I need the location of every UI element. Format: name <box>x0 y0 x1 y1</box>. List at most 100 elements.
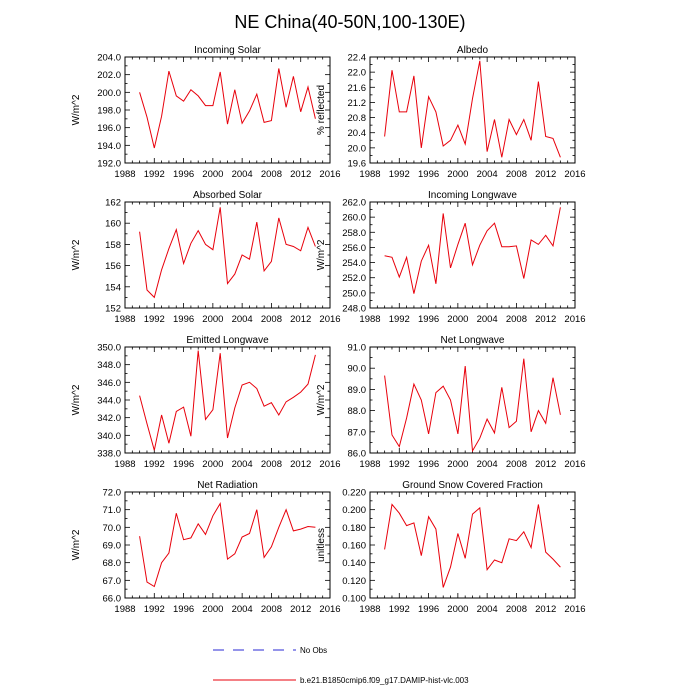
x-tick-label: 2008 <box>506 459 527 470</box>
series-line-0 <box>139 350 316 451</box>
x-tick-label: 1988 <box>359 604 380 615</box>
x-tick-label: 2004 <box>232 604 253 615</box>
panel-ground-snow-covered-fraction: Ground Snow Covered Fraction 1988 1992 1996… <box>316 480 586 615</box>
y-tick-label: 0.180 <box>342 523 366 534</box>
y-tick-label: 350.0 <box>97 343 121 354</box>
plot-frame <box>369 56 576 164</box>
x-tick-label: 1992 <box>144 459 165 470</box>
y-tick-label: 204.0 <box>97 53 121 64</box>
x-tick-label: 2004 <box>232 459 253 470</box>
x-tick-label: 1992 <box>389 459 410 470</box>
x-tick-label: 1988 <box>359 314 380 325</box>
x-tick-label: 2016 <box>319 169 340 180</box>
panel-title: Ground Snow Covered Fraction <box>402 480 543 491</box>
x-tick-label: 1992 <box>389 169 410 180</box>
x-tick-label: 2012 <box>535 459 556 470</box>
x-tick-label: 2000 <box>447 169 468 180</box>
y-tick-label: 86.0 <box>348 449 367 460</box>
y-tick-label: 346.0 <box>97 378 121 389</box>
panel-incoming-longwave: Incoming Longwave 1988 1992 1996 2000 2004 200… <box>316 190 586 325</box>
x-tick-label: 1988 <box>114 169 135 180</box>
plot-frame <box>369 346 576 454</box>
x-tick-label: 1988 <box>114 459 135 470</box>
x-tick-label: 1996 <box>418 169 439 180</box>
y-tick-label: 90.0 <box>348 364 367 375</box>
y-tick-label: 154 <box>105 282 121 293</box>
y-tick-label: 0.120 <box>342 576 366 587</box>
panel-emitted-longwave: Emitted Longwave 1988 1992 1996 2000 2004 2008… <box>71 335 341 470</box>
x-tick-label: 2000 <box>202 604 223 615</box>
figure-title: NE China(40-50N,100-130E) <box>234 12 465 32</box>
series-line-0 <box>139 207 316 299</box>
series-line-0 <box>384 207 561 294</box>
x-tick-label: 2012 <box>290 459 311 470</box>
y-axis-label: unitless <box>316 528 327 562</box>
x-tick-label: 1992 <box>144 604 165 615</box>
y-tick-label: 254.0 <box>342 258 366 269</box>
panel-title: Net Longwave <box>441 335 505 346</box>
y-tick-label: 19.6 <box>348 159 367 170</box>
panel-title: Incoming Longwave <box>428 190 517 201</box>
legend: No Obs b.e21.B1850cmip6.f09_g17.DAMIP-hi… <box>213 646 469 685</box>
y-tick-label: 342.0 <box>97 413 121 424</box>
panel-incoming-solar: Incoming Solar 1988 1992 1996 2000 2004 2008 20… <box>71 45 341 180</box>
plot-frame <box>124 56 331 164</box>
x-tick-label: 2016 <box>319 314 340 325</box>
series-line-0 <box>139 68 316 149</box>
y-tick-label: 69.0 <box>103 541 122 552</box>
panel-albedo: Albedo 1988 1992 1996 2000 2004 2008 2012 2016 19… <box>316 45 586 180</box>
y-tick-label: 20.8 <box>348 113 367 124</box>
x-tick-label: 2012 <box>535 604 556 615</box>
x-tick-label: 1992 <box>144 169 165 180</box>
y-axis-label: W/m^2 <box>316 239 327 270</box>
y-tick-label: 248.0 <box>342 304 366 315</box>
series-line-0 <box>384 503 561 588</box>
x-tick-label: 2008 <box>506 604 527 615</box>
y-tick-label: 22.4 <box>348 53 367 64</box>
y-tick-label: 202.0 <box>97 70 121 81</box>
panel-absorbed-solar: Absorbed Solar 1988 1992 1996 2000 2004 2008 20… <box>71 190 341 325</box>
y-tick-label: 87.0 <box>348 427 367 438</box>
y-axis-label: W/m^2 <box>71 384 82 415</box>
y-tick-label: 89.0 <box>348 385 367 396</box>
y-tick-label: 192.0 <box>97 159 121 170</box>
y-tick-label: 156 <box>105 261 121 272</box>
y-tick-label: 260.0 <box>342 213 366 224</box>
x-tick-label: 1992 <box>389 604 410 615</box>
x-tick-label: 1996 <box>418 314 439 325</box>
y-tick-label: 252.0 <box>342 273 366 284</box>
x-tick-label: 2016 <box>319 459 340 470</box>
y-tick-label: 72.0 <box>103 488 122 499</box>
x-tick-label: 2000 <box>202 459 223 470</box>
y-tick-label: 198.0 <box>97 106 121 117</box>
y-tick-label: 66.0 <box>103 594 122 605</box>
y-tick-label: 88.0 <box>348 406 367 417</box>
x-tick-label: 2004 <box>477 169 498 180</box>
y-tick-label: 91.0 <box>348 343 367 354</box>
y-axis-label: W/m^2 <box>71 94 82 125</box>
x-tick-label: 2004 <box>477 314 498 325</box>
y-tick-label: 200.0 <box>97 88 121 99</box>
x-tick-label: 1996 <box>173 314 194 325</box>
y-tick-label: 344.0 <box>97 396 121 407</box>
x-tick-label: 2012 <box>290 314 311 325</box>
x-tick-label: 1988 <box>359 459 380 470</box>
x-tick-label: 2000 <box>447 314 468 325</box>
x-tick-label: 2008 <box>261 604 282 615</box>
series-line-0 <box>384 358 561 453</box>
x-tick-label: 1996 <box>173 169 194 180</box>
panel-title: Net Radiation <box>197 480 258 491</box>
x-tick-label: 2004 <box>232 169 253 180</box>
x-tick-label: 2012 <box>535 169 556 180</box>
y-axis-label: W/m^2 <box>71 239 82 270</box>
y-tick-label: 21.6 <box>348 83 367 94</box>
y-axis-label: W/m^2 <box>316 384 327 415</box>
y-tick-label: 20.0 <box>348 143 367 154</box>
x-tick-label: 2016 <box>564 604 585 615</box>
y-tick-label: 340.0 <box>97 431 121 442</box>
y-tick-label: 0.220 <box>342 488 366 499</box>
plot-frame <box>369 201 576 309</box>
x-tick-label: 1996 <box>418 459 439 470</box>
panel-title: Absorbed Solar <box>193 190 263 201</box>
x-tick-label: 2004 <box>477 459 498 470</box>
